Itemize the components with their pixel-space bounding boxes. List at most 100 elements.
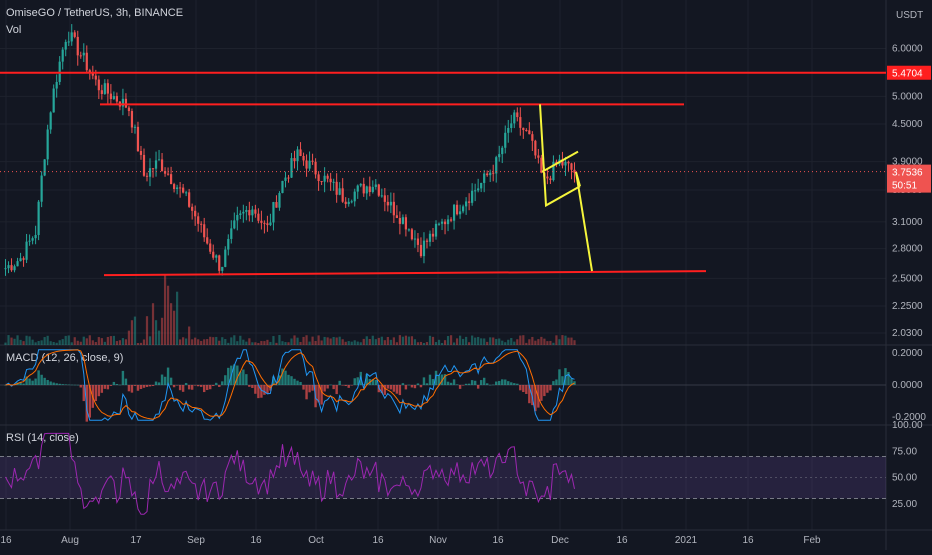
candle (401, 214, 404, 225)
volume-bar (106, 336, 109, 345)
candle-body (501, 147, 504, 155)
candle (389, 192, 392, 214)
macd-histogram-bar (221, 381, 224, 385)
macd-histogram-bar (73, 384, 76, 386)
candle (172, 182, 176, 193)
candle (236, 206, 239, 231)
volume-bar (422, 342, 426, 345)
candle-body (154, 160, 158, 169)
macd-histogram-bar (181, 385, 185, 392)
candle (139, 145, 143, 160)
volume-bar (52, 341, 55, 345)
candle (458, 204, 462, 219)
candle-body (392, 201, 395, 216)
volume-bar (564, 335, 567, 345)
candle-body (353, 191, 356, 202)
macd-histogram-bar (555, 379, 558, 385)
candle (55, 74, 58, 98)
candle-body (531, 134, 534, 141)
volume-bar (401, 336, 404, 345)
volume-bar (58, 340, 61, 345)
candle-body (434, 223, 438, 237)
macd-histogram-bar (175, 385, 179, 386)
macd-tick-label: 0.0000 (892, 380, 923, 391)
candle-body (163, 171, 167, 174)
candle-body (257, 213, 260, 221)
candle-body (172, 184, 176, 190)
macd-histogram-bar (476, 385, 480, 389)
volume-label[interactable]: Vol (6, 24, 22, 36)
volume-bar (392, 337, 395, 345)
volume-bar (398, 335, 401, 345)
candle-body (329, 178, 332, 183)
candle (528, 122, 531, 135)
candle (206, 228, 209, 245)
candle (43, 159, 46, 177)
macd-histogram-bar (510, 382, 513, 385)
macd-histogram-bar (193, 385, 197, 386)
candle (112, 91, 115, 100)
macd-histogram-bar (46, 379, 49, 385)
macd-histogram-bar (434, 370, 438, 385)
macd-histogram-bar (479, 380, 483, 385)
macd-histogram-bar (329, 384, 332, 386)
candle-body (380, 195, 383, 197)
candle (419, 237, 423, 258)
candle-body (356, 185, 359, 192)
macd-histogram-bar (326, 385, 329, 389)
candle-body (489, 172, 492, 176)
candle (449, 217, 453, 223)
candle (157, 149, 161, 161)
candle (281, 180, 284, 194)
candle-body (320, 181, 323, 183)
candle (477, 178, 480, 193)
x-tick-label: Dec (551, 535, 569, 546)
macd-histogram-bar (365, 373, 368, 385)
volume-bar (428, 335, 432, 345)
macd-histogram-bar (410, 385, 414, 388)
candle (428, 230, 432, 247)
candle-body (462, 206, 465, 212)
candle (4, 259, 7, 276)
volume-bar (299, 341, 302, 345)
volume-bar (139, 342, 143, 345)
macd-histogram-bar (461, 385, 465, 386)
volume-bar (431, 336, 435, 345)
candle (272, 201, 275, 231)
volume-bar (206, 339, 209, 345)
rsi-tick-label: 25.00 (892, 499, 917, 510)
candle-body (341, 188, 344, 202)
volume-bar (169, 303, 173, 345)
volume-bar (338, 336, 341, 345)
macd-histogram-bar (362, 384, 365, 385)
candle (19, 252, 22, 262)
candle-body (91, 72, 94, 76)
volume-bar (452, 342, 456, 345)
candle (546, 169, 549, 185)
price-tick-label: 4.5000 (892, 119, 923, 130)
candle-body (455, 204, 459, 215)
candle-body (477, 188, 480, 191)
candle-body (528, 130, 531, 135)
volume-bar (305, 335, 308, 345)
volume-bar (88, 335, 91, 345)
candle (106, 79, 109, 104)
candle (371, 180, 374, 194)
volume-bar (136, 342, 140, 345)
volume-bar (40, 340, 43, 345)
candle (290, 152, 293, 178)
volume-bar (498, 338, 501, 345)
candle-body (266, 223, 269, 226)
candle (179, 181, 182, 198)
volume-bar (79, 341, 82, 345)
volume-bar (4, 342, 7, 345)
macd-histogram-bar (266, 385, 269, 394)
volume-bar (91, 340, 94, 345)
volume-bar (221, 337, 224, 345)
volume-bar (109, 336, 112, 345)
symbol-title[interactable]: OmiseGO / TetherUS, 3h, BINANCE (6, 7, 184, 19)
candle-body (251, 209, 254, 216)
volume-bar (197, 339, 200, 345)
